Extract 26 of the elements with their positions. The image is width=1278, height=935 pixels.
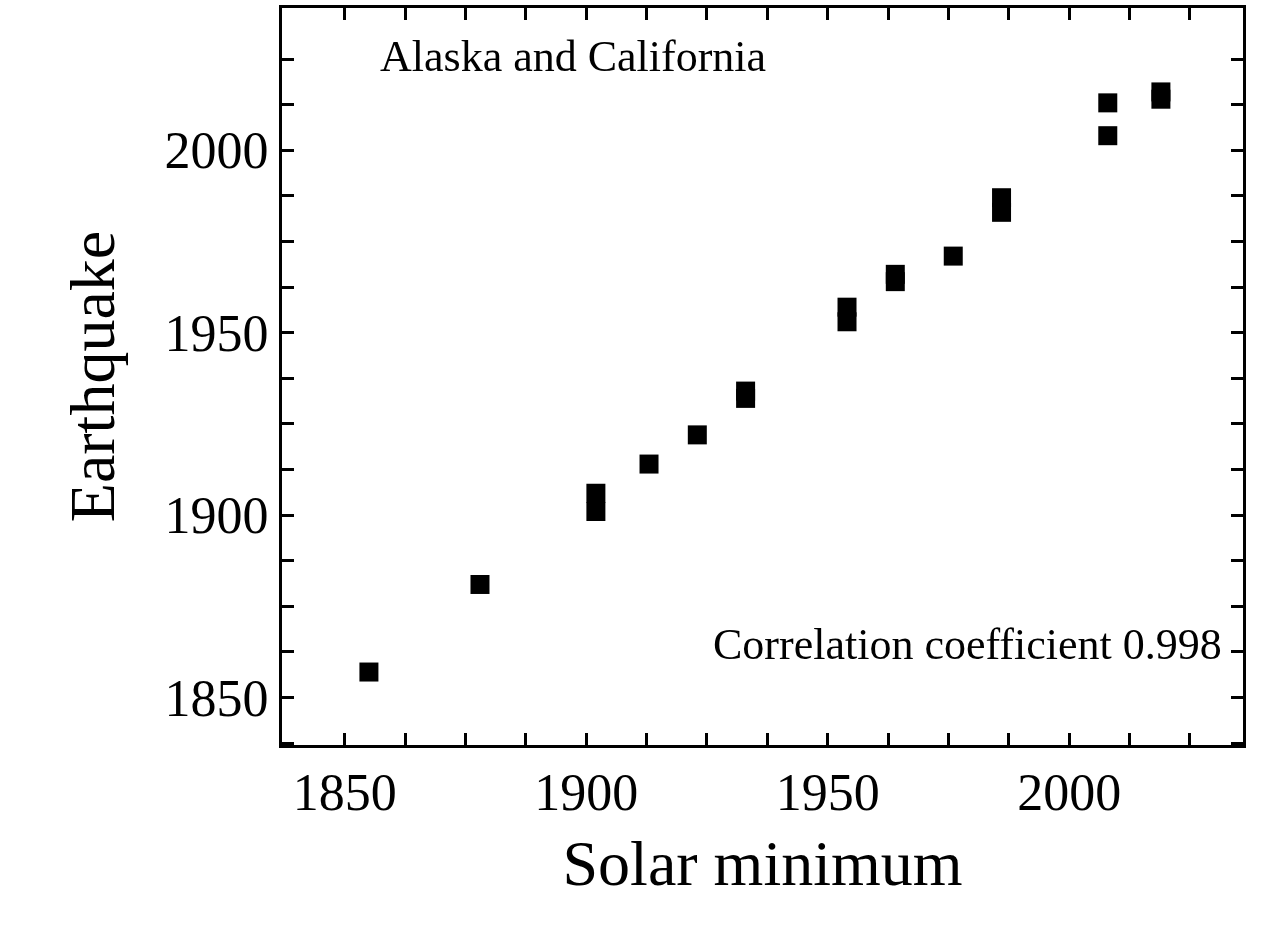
point xyxy=(736,388,756,408)
point xyxy=(1151,89,1171,109)
point xyxy=(837,312,857,332)
x-tick-label: 1900 xyxy=(534,764,639,822)
point xyxy=(359,662,379,682)
annotation: Alaska and California xyxy=(380,32,767,81)
point xyxy=(470,574,490,594)
point xyxy=(639,454,659,474)
point xyxy=(586,502,606,521)
point xyxy=(943,246,963,266)
y-axis-title: Earthquake xyxy=(56,230,128,523)
point xyxy=(1098,93,1118,113)
point xyxy=(586,483,606,503)
y-tick-label: 1950 xyxy=(164,304,269,362)
point xyxy=(687,425,707,445)
x-tick-label: 1950 xyxy=(775,764,880,822)
y-tick-label: 2000 xyxy=(164,122,269,180)
x-tick-label: 1850 xyxy=(292,764,397,822)
x-tick-label: 2000 xyxy=(1017,764,1122,822)
point xyxy=(992,202,1012,222)
x-axis-title: Solar minimum xyxy=(562,827,963,899)
point xyxy=(1098,126,1118,146)
point xyxy=(885,272,905,292)
y-tick-label: 1850 xyxy=(164,669,269,727)
y-tick-label: 1900 xyxy=(164,487,269,545)
annotation: Correlation coefficient 0.998 xyxy=(713,620,1222,669)
